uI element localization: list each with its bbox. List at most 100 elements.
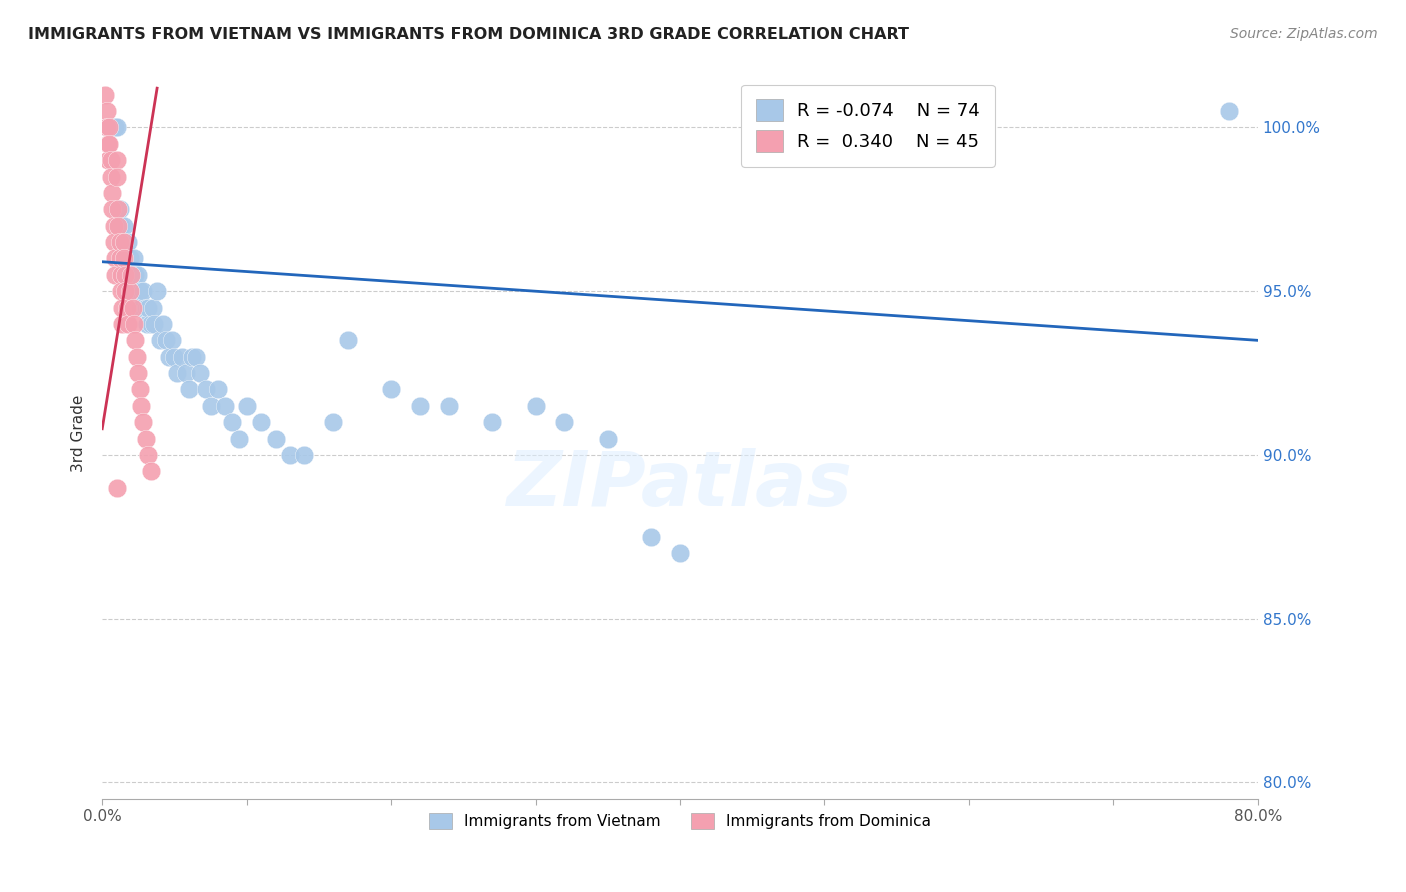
Point [131,415,153,429]
Point [103,235,125,249]
Point [160,334,183,348]
Point [121,284,143,298]
Point [135,301,157,315]
Point [105,153,128,168]
Point [100,153,122,168]
Point [152,317,174,331]
Point [107,219,129,233]
Point [98,120,121,135]
Point [128,383,150,397]
Point [105,169,128,184]
Point [101,202,124,217]
Point [146,284,169,298]
Point [264,432,287,446]
Point [127,268,149,282]
Point [122,317,145,331]
Point [110,219,132,233]
Point [136,317,159,331]
Point [129,399,152,413]
Point [101,186,124,200]
Point [115,268,138,282]
Point [112,219,135,233]
Point [180,350,202,364]
Point [409,399,432,413]
Point [170,350,193,364]
Point [108,252,131,266]
Point [200,399,222,413]
Point [177,383,200,397]
Point [118,252,141,266]
Point [221,415,243,429]
Point [524,399,547,413]
Point [294,448,316,462]
Point [640,530,662,544]
Legend: Immigrants from Vietnam, Immigrants from Dominica: Immigrants from Vietnam, Immigrants from… [423,806,938,835]
Point [104,252,127,266]
Point [98,120,121,135]
Point [131,284,153,298]
Point [110,268,132,282]
Point [190,366,212,380]
Text: ZIPatlas: ZIPatlas [508,448,853,522]
Point [97,120,120,135]
Point [111,252,134,266]
Point [250,415,273,429]
Point [125,350,148,364]
Point [117,235,139,249]
Point [110,284,132,298]
Point [111,317,134,331]
Point [104,268,127,282]
Point [155,334,177,348]
Point [98,120,121,135]
Point [166,366,188,380]
Point [101,120,124,135]
Point [124,334,146,348]
Point [235,399,257,413]
Point [96,120,118,135]
Point [114,268,136,282]
Point [669,546,692,560]
Point [207,383,229,397]
Point [141,317,163,331]
Point [157,350,180,364]
Point [481,415,503,429]
Point [1218,104,1240,119]
Point [214,399,236,413]
Point [111,301,134,315]
Point [117,317,139,331]
Point [107,219,129,233]
Point [553,415,575,429]
Point [115,301,138,315]
Point [127,366,149,380]
Point [98,136,121,151]
Point [120,268,142,282]
Point [112,235,135,249]
Point [142,301,165,315]
Point [97,153,120,168]
Point [114,252,136,266]
Point [143,317,166,331]
Point [112,235,135,249]
Point [100,169,122,184]
Point [380,383,402,397]
Point [228,432,250,446]
Point [110,235,132,249]
Point [108,202,131,217]
Text: IMMIGRANTS FROM VIETNAM VS IMMIGRANTS FROM DOMINICA 3RD GRADE CORRELATION CHART: IMMIGRANTS FROM VIETNAM VS IMMIGRANTS FR… [28,27,910,42]
Point [195,383,218,397]
Point [138,301,160,315]
Point [122,252,145,266]
Point [103,120,125,135]
Point [125,284,148,298]
Point [437,399,460,413]
Text: Source: ZipAtlas.com: Source: ZipAtlas.com [1230,27,1378,41]
Point [163,350,186,364]
Point [100,120,122,135]
Point [94,87,117,102]
Point [112,252,135,266]
Point [336,334,359,348]
Point [103,219,125,233]
Point [104,120,127,135]
Point [114,284,136,298]
Point [96,120,118,135]
